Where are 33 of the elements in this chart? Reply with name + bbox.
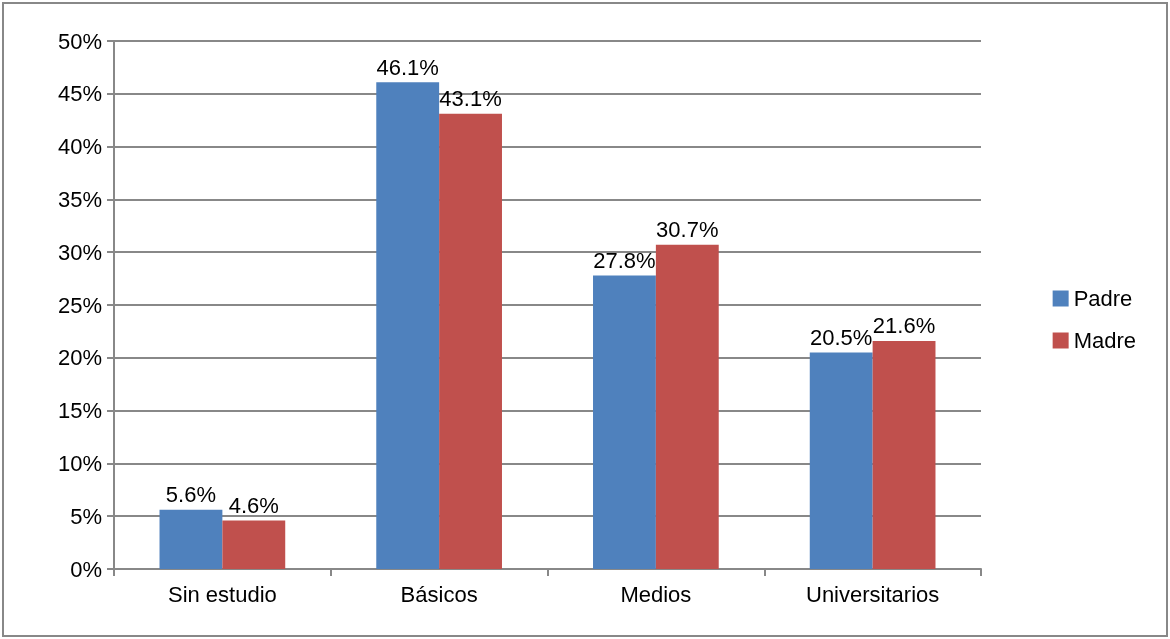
bar — [593, 275, 656, 569]
data-label: 30.7% — [656, 217, 719, 243]
y-tick-label: 10% — [57, 450, 102, 476]
y-tick-label: 25% — [57, 292, 102, 318]
data-label: 20.5% — [810, 325, 873, 351]
data-label: 46.1% — [376, 54, 439, 80]
x-tick-label: Básicos — [400, 581, 478, 607]
y-tick-label: 50% — [57, 28, 102, 54]
y-tick-label: 15% — [57, 398, 102, 424]
bar — [809, 352, 873, 569]
bar — [222, 520, 286, 569]
bar — [655, 244, 719, 569]
x-tick-label: Universitarios — [805, 581, 940, 607]
y-tick-label: 20% — [57, 345, 102, 371]
x-tick-label: Sin estudio — [167, 581, 277, 607]
bar — [376, 82, 440, 569]
x-tick-label: Medios — [620, 581, 692, 607]
data-label: 43.1% — [439, 86, 502, 112]
bar — [439, 113, 502, 569]
data-label: 4.6% — [228, 492, 279, 518]
bar — [872, 340, 936, 569]
y-tick-label: 35% — [57, 186, 102, 212]
y-tick-label: 5% — [70, 503, 102, 529]
y-tick-label: 0% — [70, 556, 102, 582]
y-tick-label: 30% — [57, 239, 102, 265]
y-tick-label: 40% — [57, 134, 102, 160]
data-label: 27.8% — [593, 247, 656, 273]
data-label: 5.6% — [165, 482, 217, 508]
data-label: 21.6% — [872, 313, 936, 339]
legend-label: Padre — [1073, 286, 1133, 311]
y-tick-label: 45% — [57, 81, 102, 107]
bar — [159, 509, 223, 569]
legend-label: Madre — [1073, 328, 1136, 353]
